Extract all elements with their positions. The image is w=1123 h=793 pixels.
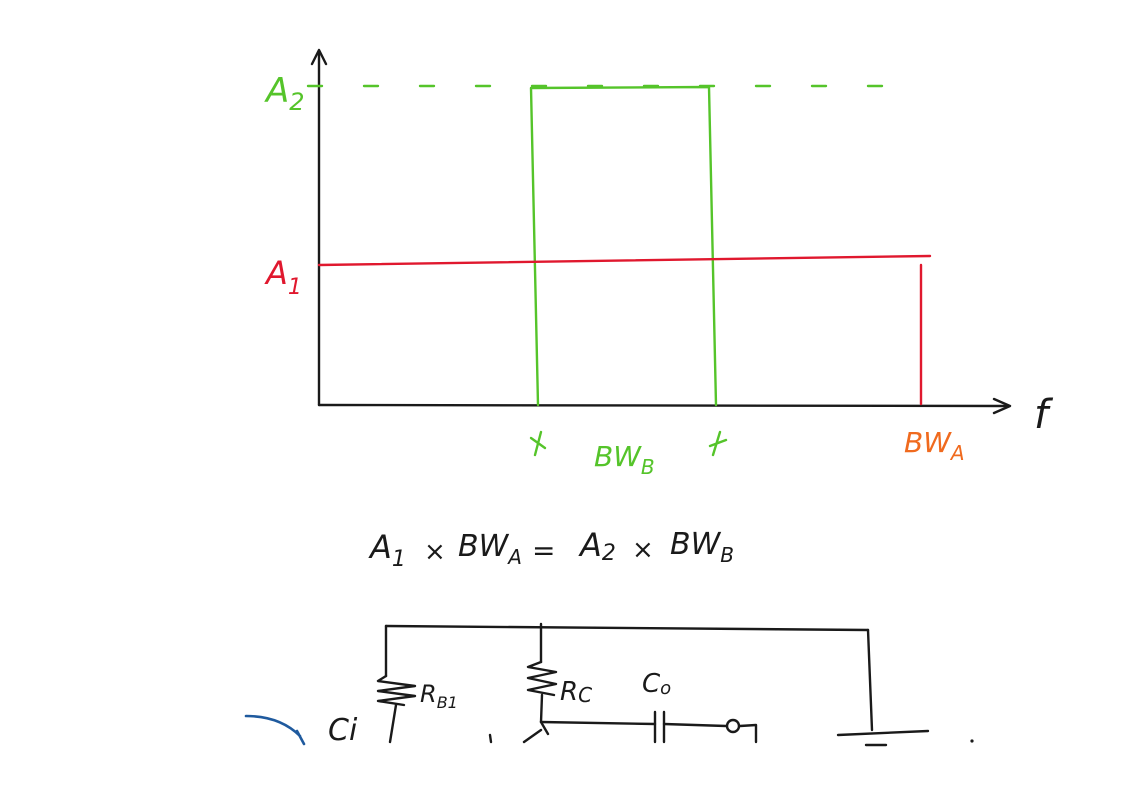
rb1-resistor bbox=[376, 674, 417, 744]
equation-right-bandwidth: BWB bbox=[670, 527, 734, 567]
bw-a-label: BWA bbox=[904, 426, 965, 465]
output-terminal bbox=[725, 718, 741, 734]
equation-equals: = bbox=[532, 534, 555, 567]
stray-mark bbox=[970, 739, 974, 743]
input-arrow bbox=[244, 714, 306, 746]
frequency-axis-label: f bbox=[1034, 392, 1054, 438]
ci-label: Ci bbox=[328, 713, 358, 748]
collector-wire bbox=[539, 720, 657, 726]
co-label: Co bbox=[642, 669, 671, 699]
x-axis-arrowhead bbox=[992, 397, 1012, 415]
equation-left-gain: A1 bbox=[368, 528, 406, 572]
output-lead bbox=[738, 723, 758, 744]
output-wire bbox=[662, 722, 728, 728]
bw-b-right-tick bbox=[708, 430, 728, 457]
y-axis-arrowhead bbox=[310, 48, 328, 66]
equation-left-bandwidth: BWA bbox=[458, 529, 522, 569]
equation-times-2: × bbox=[632, 535, 654, 565]
bandwidth-graph: A2 A1 f BWB BWA bbox=[264, 48, 1054, 479]
rc-label: RC bbox=[560, 677, 592, 707]
bw-b-response bbox=[529, 85, 718, 407]
rc-resistor bbox=[526, 660, 558, 724]
rb1-label: RB1 bbox=[420, 680, 458, 712]
bw-b-left-tick bbox=[529, 430, 547, 457]
equation-times-1: × bbox=[424, 537, 446, 567]
right-plate bbox=[836, 729, 930, 747]
equation-right-gain: A2 bbox=[578, 526, 616, 566]
transistor-stub bbox=[488, 720, 550, 744]
amplifier-circuit-sketch: RB1 RC Co Ci bbox=[244, 622, 974, 748]
gain-bandwidth-equation: A1 × BWA = A2 × BWB bbox=[368, 526, 734, 572]
supply-rail bbox=[384, 624, 870, 632]
bw-b-label: BWB bbox=[594, 440, 655, 479]
a2-axis-label: A2 bbox=[264, 71, 305, 116]
co-capacitor bbox=[653, 710, 666, 744]
right-wire bbox=[866, 628, 874, 732]
a1-response-line bbox=[317, 254, 932, 267]
x-axis bbox=[317, 403, 1010, 408]
a1-axis-label: A1 bbox=[264, 254, 302, 300]
